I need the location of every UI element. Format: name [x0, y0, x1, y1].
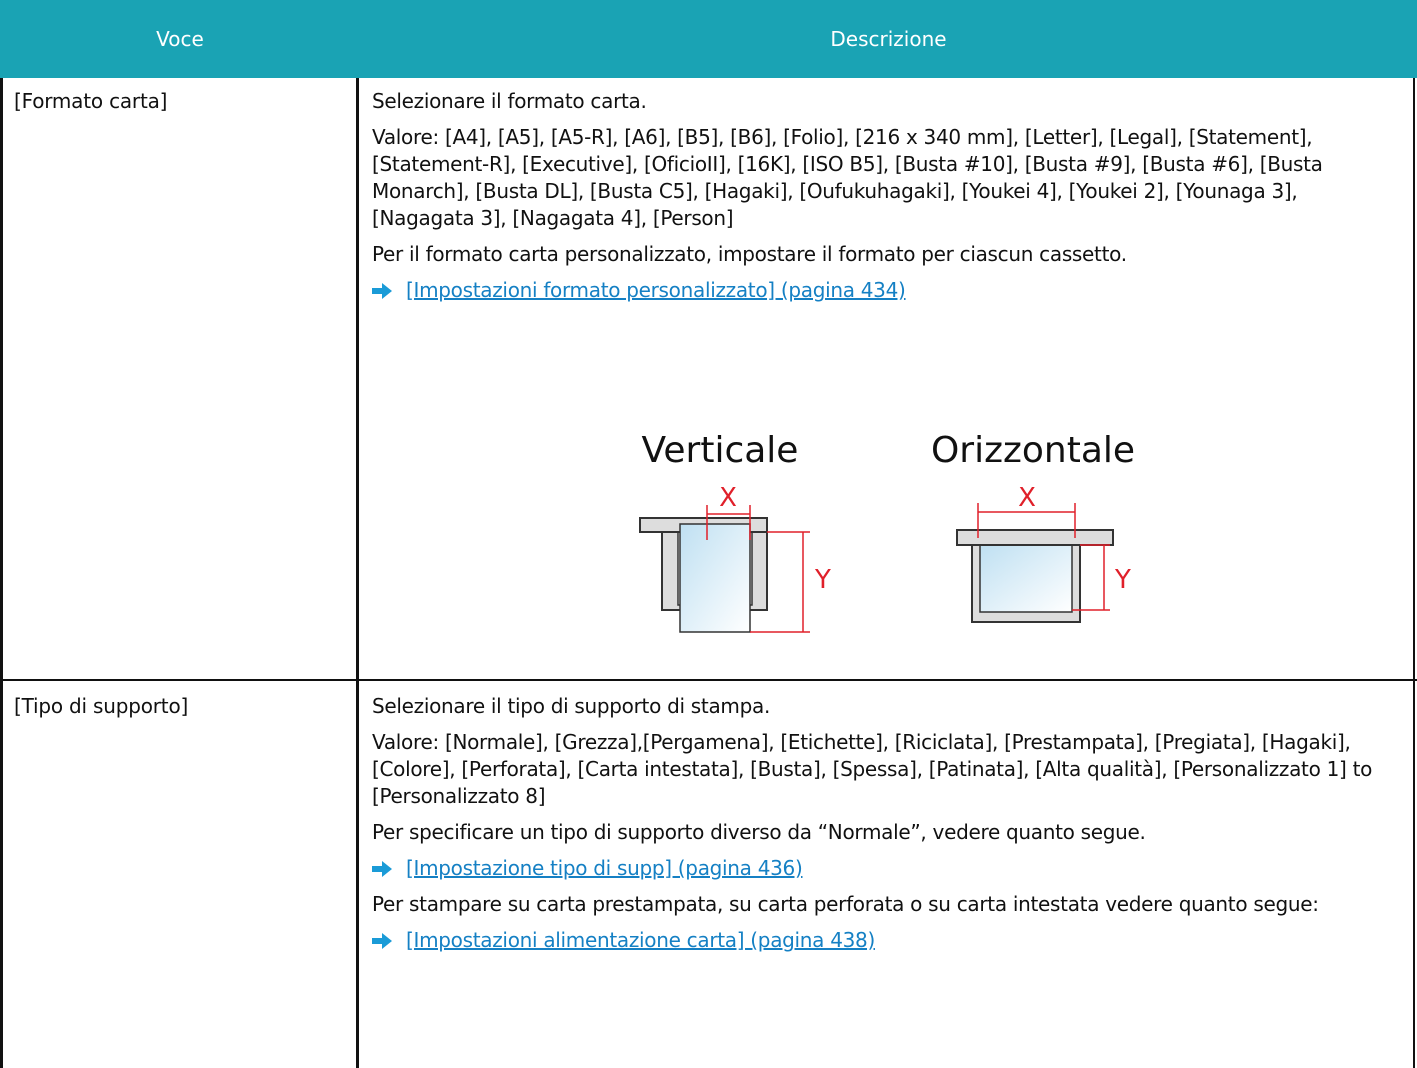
- link-line: [Impostazione tipo di supp] (pagina 436): [372, 855, 1392, 882]
- paragraph: Valore: [A4], [A5], [A5-R], [A6], [B5], …: [372, 125, 1323, 230]
- border: [1413, 78, 1415, 1068]
- table-header: Voce Descrizione: [0, 0, 1417, 78]
- description: Selezionare il formato carta. Valore: [A…: [372, 88, 1392, 313]
- link[interactable]: [Impostazione tipo di supp] (pagina 436): [406, 856, 803, 880]
- border: [356, 78, 359, 1068]
- description: Selezionare il tipo di supporto di stamp…: [372, 693, 1392, 963]
- link[interactable]: [Impostazioni alimentazione carta] (pagi…: [406, 928, 875, 952]
- paragraph: Per il formato carta personalizzato, imp…: [372, 242, 1127, 266]
- dimension-label: X: [1018, 483, 1036, 513]
- border: [0, 78, 3, 1068]
- dimension-label: X: [719, 483, 737, 513]
- paragraph: Per specificare un tipo di supporto dive…: [372, 820, 1146, 844]
- figure: Verticale Orizzontale X Y X Y: [639, 430, 1135, 633]
- arrow-icon: [372, 282, 392, 299]
- link[interactable]: [Impostazioni formato personalizzato] (p…: [406, 278, 906, 302]
- header-cell: Descrizione: [830, 27, 947, 51]
- paragraph: Selezionare il tipo di supporto di stamp…: [372, 694, 770, 718]
- arrow-icon: [372, 932, 392, 949]
- paragraph: Selezionare il formato carta.: [372, 89, 647, 113]
- link-line: [Impostazioni formato personalizzato] (p…: [372, 277, 1392, 304]
- arrow-icon: [372, 860, 392, 877]
- link-line: [Impostazioni alimentazione carta] (pagi…: [372, 927, 1392, 954]
- figure-label: Orizzontale: [931, 430, 1135, 471]
- paragraph: Per stampare su carta prestampata, su ca…: [372, 892, 1319, 916]
- row-border: [0, 679, 1417, 681]
- dimension-label: Y: [814, 565, 831, 595]
- dimension-label: Y: [1114, 565, 1131, 595]
- header-cell: Voce: [156, 27, 204, 51]
- figure-label: Verticale: [642, 430, 799, 471]
- paragraph: Valore: [Normale], [Grezza],[Pergamena],…: [372, 730, 1373, 808]
- item-label: [Tipo di supporto]: [14, 694, 189, 718]
- item-label: [Formato carta]: [14, 89, 168, 113]
